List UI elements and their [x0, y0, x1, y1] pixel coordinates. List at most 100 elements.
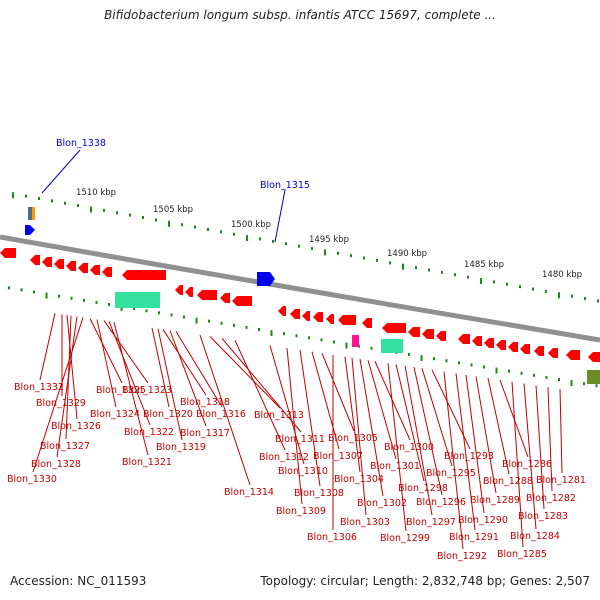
gene-arrow[interactable] [548, 348, 558, 358]
gene-label[interactable]: Blon_1308 [294, 488, 344, 499]
gene-box[interactable] [381, 339, 403, 353]
gene-label[interactable]: Blon_1320 [143, 409, 193, 420]
gene-label[interactable]: Blon_1325 [96, 385, 146, 396]
gene-label[interactable]: Blon_1295 [426, 468, 476, 479]
gene-label[interactable]: Blon_1313 [254, 410, 304, 421]
gene-label[interactable]: Blon_1298 [398, 483, 448, 494]
gene-label[interactable]: Blon_1292 [437, 551, 487, 562]
gene-arrow[interactable] [25, 225, 35, 235]
gene-label-highlighted[interactable]: Blon_1315 [260, 180, 310, 191]
gene-label[interactable]: Blon_1286 [502, 459, 552, 470]
leader-line [465, 374, 485, 514]
gene-label[interactable]: Blon_1293 [444, 451, 494, 462]
gene-label[interactable]: Blon_1306 [307, 532, 357, 543]
gene-arrow[interactable] [54, 259, 64, 269]
gene-label[interactable]: Blon_1284 [510, 531, 560, 542]
gene-label[interactable]: Blon_1323 [122, 385, 172, 396]
gene-arrow[interactable] [220, 293, 230, 303]
gene-arrow[interactable] [122, 270, 166, 280]
gene-arrow[interactable] [382, 323, 406, 333]
gene-label[interactable]: Blon_1289 [470, 495, 520, 506]
gene-label[interactable]: Blon_1327 [40, 441, 90, 452]
gene-label[interactable]: Blon_1318 [180, 397, 230, 408]
gene-arrow[interactable] [362, 318, 372, 328]
gene-label[interactable]: Blon_1301 [370, 461, 420, 472]
gene-box[interactable] [587, 370, 600, 384]
gene-arrow[interactable] [197, 290, 217, 300]
gene-arrow[interactable] [520, 344, 530, 354]
gene-label[interactable]: Blon_1330 [7, 474, 57, 485]
gene-arrow[interactable] [0, 248, 16, 258]
gene-label[interactable]: Blon_1303 [340, 517, 390, 528]
gene-arrow[interactable] [232, 296, 252, 306]
tick-mark [233, 323, 235, 327]
gene-arrow[interactable] [42, 257, 52, 267]
gene-arrow[interactable] [302, 311, 310, 321]
gene-label[interactable]: Blon_1311 [275, 434, 325, 445]
page-title: Bifidobacterium longum subsp. infantis A… [104, 8, 496, 22]
gene-label[interactable]: Blon_1283 [518, 511, 568, 522]
gene-label[interactable]: Blon_1282 [526, 493, 576, 504]
gene-arrow[interactable] [484, 338, 494, 348]
gene-label[interactable]: Blon_1297 [406, 517, 456, 528]
gene-label[interactable]: Blon_1329 [36, 398, 86, 409]
gene-arrow[interactable] [472, 336, 482, 346]
gene-arrow[interactable] [422, 329, 434, 339]
gene-label[interactable]: Blon_1317 [180, 428, 230, 439]
leader-line [359, 358, 384, 497]
gene-arrow[interactable] [496, 340, 506, 350]
gene-arrow[interactable] [436, 331, 446, 341]
gene-label-highlighted[interactable]: Blon_1338 [56, 138, 106, 149]
gene-arrow[interactable] [90, 265, 100, 275]
gene-arrow[interactable] [508, 342, 518, 352]
gene-label[interactable]: Blon_1307 [313, 451, 363, 462]
gene-arrow[interactable] [326, 314, 334, 324]
gene-arrow[interactable] [278, 306, 286, 316]
gene-arrow[interactable] [408, 327, 420, 337]
tick-mark [308, 336, 310, 340]
gene-arrow[interactable] [257, 272, 275, 286]
gene-label[interactable]: Blon_1281 [536, 475, 586, 486]
gene-label[interactable]: Blon_1290 [458, 515, 508, 526]
gene-label[interactable]: Blon_1300 [384, 442, 434, 453]
gene-label[interactable]: Blon_1332 [14, 382, 64, 393]
gene-arrow[interactable] [185, 287, 193, 297]
gene-label[interactable]: Blon_1322 [124, 427, 174, 438]
gene-label[interactable]: Blon_1304 [334, 474, 384, 485]
tick-mark [480, 278, 482, 284]
gene-label[interactable]: Blon_1319 [156, 442, 206, 453]
gene-label[interactable]: Blon_1291 [449, 532, 499, 543]
gene-label[interactable]: Blon_1309 [276, 506, 326, 517]
gene-label[interactable]: Blon_1310 [278, 466, 328, 477]
gene-arrow[interactable] [175, 285, 183, 295]
gene-arrow[interactable] [534, 346, 544, 356]
gene-arrow[interactable] [566, 350, 580, 360]
gene-label[interactable]: Blon_1288 [483, 476, 533, 487]
gene-arrow[interactable] [290, 309, 300, 319]
gene-label[interactable]: Blon_1312 [259, 452, 309, 463]
gene-label[interactable]: Blon_1285 [497, 549, 547, 560]
gene-arrow[interactable] [78, 263, 88, 273]
tick-mark [108, 303, 110, 306]
gene-arrow[interactable] [30, 255, 40, 265]
gene-label[interactable]: Blon_1302 [357, 498, 407, 509]
gene-label[interactable]: Blon_1296 [416, 497, 466, 508]
gene-label[interactable]: Blon_1299 [380, 533, 430, 544]
gene-box[interactable] [352, 335, 359, 347]
gene-label[interactable]: Blon_1328 [31, 459, 81, 470]
leader-line [199, 334, 251, 486]
gene-arrow[interactable] [313, 312, 323, 322]
gene-box[interactable] [115, 292, 160, 308]
gene-arrow[interactable] [66, 261, 76, 271]
gene-label[interactable]: Blon_1324 [90, 409, 140, 420]
gene-arrow[interactable] [458, 334, 470, 344]
gene-label[interactable]: Blon_1326 [51, 421, 101, 432]
gene-label[interactable]: Blon_1316 [196, 409, 246, 420]
gene-arrow[interactable] [102, 267, 112, 277]
gene-arrow[interactable] [588, 352, 600, 362]
gene-label[interactable]: Blon_1321 [122, 457, 172, 468]
gene-box[interactable] [28, 207, 32, 220]
gene-label[interactable]: Blon_1305 [328, 433, 378, 444]
gene-label[interactable]: Blon_1314 [224, 487, 274, 498]
gene-arrow[interactable] [338, 315, 356, 325]
